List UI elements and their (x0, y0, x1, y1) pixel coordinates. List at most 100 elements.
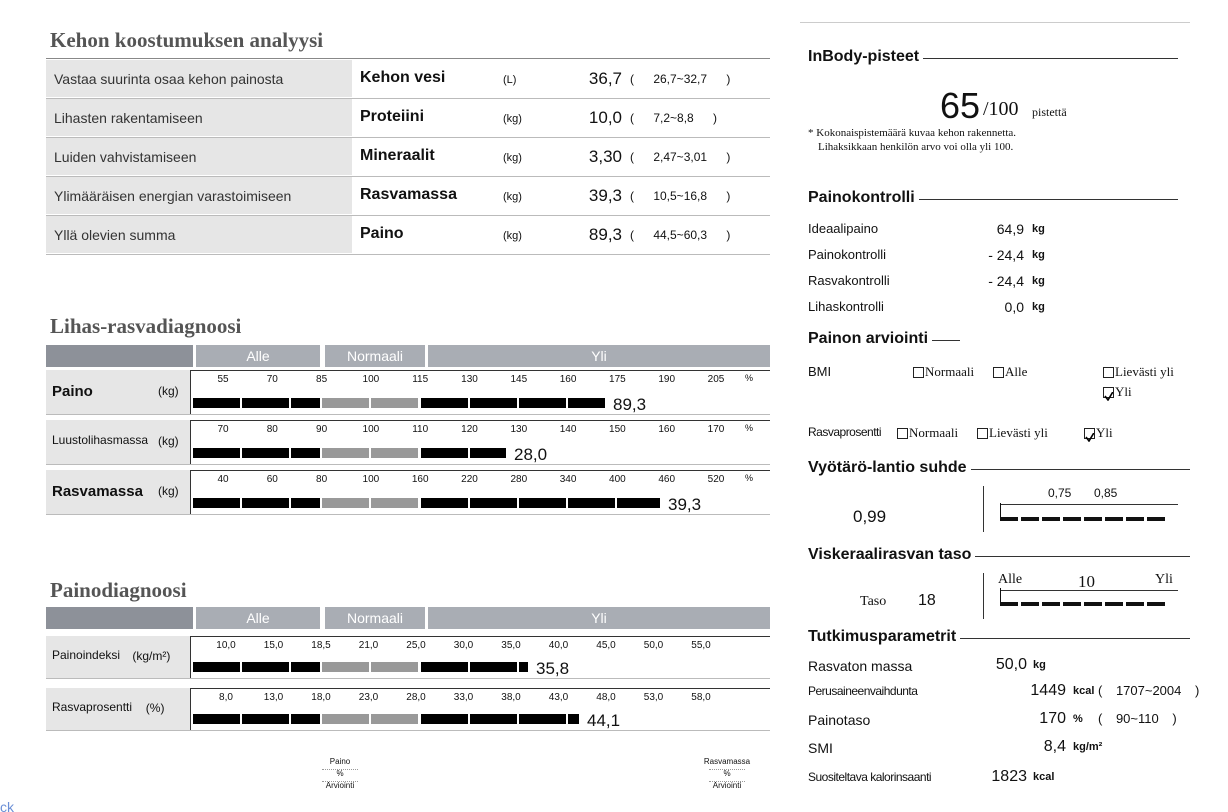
option: Yli (1115, 384, 1132, 399)
rule (190, 470, 191, 514)
value: 64,9 (996, 221, 1024, 237)
rule (46, 464, 770, 465)
scale-label: 130 (510, 424, 528, 435)
checkbox (913, 367, 924, 378)
unit: kg/m² (1073, 741, 1103, 753)
scale-label: 25,0 (406, 640, 426, 651)
scale-label: 33,0 (453, 692, 474, 703)
scale-label: 43,0 (548, 692, 569, 703)
header-cell (325, 607, 425, 629)
rule (46, 176, 770, 177)
row-bg (46, 370, 190, 414)
scale-label: 0,75 (1048, 486, 1072, 500)
score-unit: pistettä (1032, 105, 1067, 119)
checkbox (1103, 367, 1114, 378)
header-label: Yli (591, 610, 607, 626)
scale-label: 160 (559, 374, 577, 385)
section-title: Lihas-rasvadiagnoosi (50, 314, 242, 338)
rule (322, 769, 358, 770)
scale-label: 55,0 (691, 640, 711, 651)
name: Kehon vesi (360, 69, 446, 86)
rule (190, 370, 191, 414)
bar-segment (322, 448, 418, 458)
scale-label: 190 (658, 374, 676, 385)
description: Yllä olevien summa (54, 227, 176, 243)
scale-label: 220 (461, 474, 478, 485)
value: 10,0 (588, 108, 622, 127)
option: Lievästi yli (1115, 364, 1174, 379)
bar-segment (322, 498, 418, 508)
scale-label: 340 (559, 474, 577, 485)
row-label: Painoindeksi (52, 648, 121, 662)
row-unit: (kg) (158, 484, 179, 498)
rule (1000, 590, 1178, 591)
scale-label: 28,0 (406, 692, 426, 703)
bar-segment (322, 398, 418, 408)
legend-key: Rasvamassa (703, 757, 751, 766)
value: 0,99 (853, 507, 887, 526)
scale-label: 23,0 (358, 692, 379, 703)
rule (1000, 588, 1001, 606)
unit: (kg) (503, 152, 522, 164)
rule (46, 58, 770, 59)
scale-label: 40,0 (548, 640, 569, 651)
unit: kcal (1073, 685, 1095, 697)
option: Lievästi yli (989, 425, 1048, 440)
bar-segment (421, 714, 579, 724)
rule (190, 688, 770, 689)
checkbox (1084, 428, 1096, 443)
scale-label: 10,0 (216, 640, 236, 651)
scale-label: 100 (362, 474, 380, 485)
scale-label: 18,5 (311, 640, 331, 651)
section-title: Painon arviointi (808, 331, 933, 347)
bar-segment (193, 498, 320, 508)
bar-segment (421, 448, 506, 458)
label: Perusaineenvaihdunta (808, 684, 918, 698)
row-unit: (kg/m²) (132, 649, 171, 663)
scale-label: 130 (461, 374, 478, 385)
value: 3,30 (588, 147, 622, 166)
unit: kg (1032, 301, 1045, 313)
note: * Kokonaispistemäärä kuvaa kehon rakenne… (808, 127, 1017, 139)
bar-value: 28,0 (514, 445, 548, 464)
rule (808, 58, 1178, 59)
scale-label: 85 (316, 374, 328, 385)
scale-label: 18,0 (311, 692, 331, 703)
scale-label: 145 (510, 374, 528, 385)
scale-label: 21,0 (358, 640, 379, 651)
scale-label: 55 (217, 374, 229, 385)
row-bg (46, 138, 352, 175)
scale-label: 13,0 (263, 692, 284, 703)
section-title: Tutkimusparametrit (808, 629, 961, 645)
scale-label: 53,0 (643, 692, 664, 703)
value: 1449 (1030, 682, 1066, 699)
scale-label: 120 (461, 424, 478, 435)
rule (800, 22, 1190, 23)
check (1104, 389, 1115, 402)
unit: kcal (1033, 771, 1055, 783)
rule (1000, 503, 1001, 521)
value: 0,0 (1004, 299, 1024, 315)
unit: (kg) (503, 191, 522, 203)
row-bg (46, 177, 352, 214)
rule (808, 199, 1178, 200)
rule (190, 420, 191, 464)
scale-label: 175 (609, 374, 626, 385)
rule (190, 636, 770, 637)
value: 50,0 (995, 656, 1027, 673)
scale-label: 205 (707, 374, 725, 385)
scale-label: 110 (412, 424, 429, 435)
legend-key: Arviointi (712, 781, 742, 790)
row-bg (46, 60, 352, 97)
check (1085, 430, 1096, 443)
bar-segment (193, 398, 320, 408)
checkbox (1103, 387, 1115, 402)
legend-key: Arviointi (325, 781, 355, 790)
header-label: Yli (591, 348, 607, 364)
legend-key: % (723, 769, 731, 778)
rule (46, 678, 770, 679)
value: 170 (1039, 710, 1066, 727)
option: Yli (1096, 425, 1113, 440)
scale-label: 160 (658, 424, 676, 435)
scale-label: 100 (362, 374, 380, 385)
